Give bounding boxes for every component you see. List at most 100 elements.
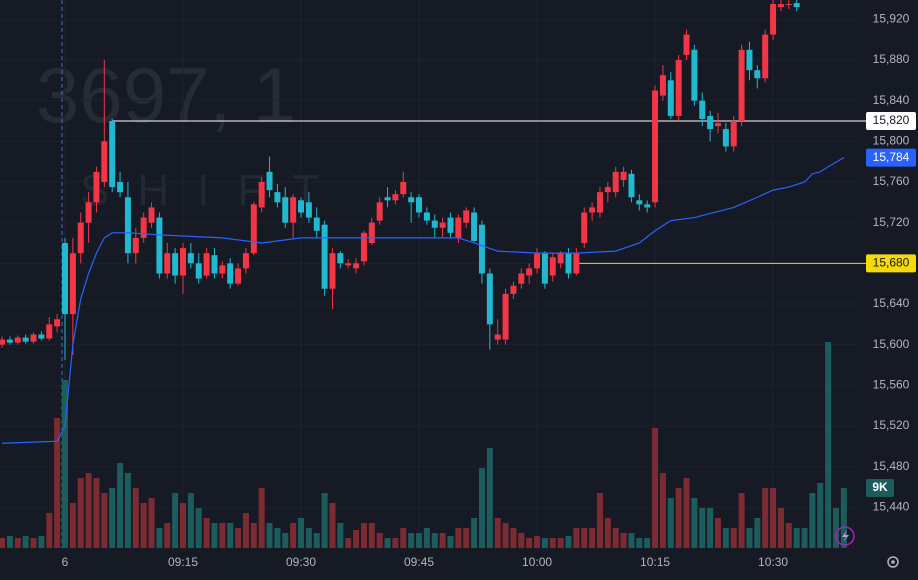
candle-body (644, 204, 651, 208)
candle-body (510, 285, 517, 294)
volume-bar (825, 342, 832, 548)
level-label: 15,680 (873, 255, 910, 269)
volume-bar (589, 528, 596, 548)
volume-bar (541, 538, 548, 548)
volume-bar (282, 533, 289, 548)
volume-bar (557, 538, 564, 548)
candle-body (636, 200, 643, 205)
volume-bar (840, 488, 847, 548)
volume-bar (266, 523, 273, 548)
volume-bar (235, 528, 242, 548)
candle-body (431, 220, 438, 228)
candle-body (762, 34, 769, 79)
volume-bar (203, 518, 210, 548)
candle-body (573, 253, 580, 274)
candle-body (164, 253, 171, 274)
candle-body (6, 339, 13, 343)
candle-body (132, 237, 139, 254)
volume-bar (156, 528, 163, 548)
volume-bar (809, 493, 816, 548)
volume-bar (636, 538, 643, 548)
candle-body (471, 212, 478, 241)
candle-body (290, 197, 297, 223)
y-tick-label: 15,800 (873, 133, 910, 147)
candle-body (557, 253, 564, 264)
volume-bar (101, 493, 108, 548)
volume-bar (109, 488, 116, 548)
level-label-box (866, 254, 916, 273)
volume-bar (132, 488, 139, 548)
candle-body (179, 248, 186, 276)
candle-body (565, 253, 572, 274)
settings-button[interactable] (887, 556, 899, 568)
candle-body (596, 192, 603, 213)
volume-bar (518, 533, 525, 548)
volume-bar (534, 536, 541, 548)
volume-bar (61, 380, 68, 548)
candle-body (667, 80, 674, 116)
volume-bar (69, 503, 76, 548)
volume-label-box (866, 479, 894, 497)
candle-body (124, 197, 131, 254)
volume-bar (305, 528, 312, 548)
candle-body (770, 4, 777, 35)
x-tick-label: 09:30 (286, 555, 316, 569)
axes: 15,440 15,480 15,520 15,560 15,600 15,640 15,6… (62, 11, 916, 569)
volume-bar (85, 473, 92, 548)
volume (0, 342, 847, 548)
candle-body (30, 334, 37, 342)
volume-bar (54, 418, 61, 548)
candle-body (620, 171, 627, 180)
volume-bar (801, 528, 808, 548)
candle-body (754, 70, 761, 79)
candle-body (416, 197, 423, 213)
candle-body (61, 242, 68, 315)
volume-bar (785, 523, 792, 548)
volume-bar (38, 536, 45, 548)
volume-bar (612, 528, 619, 548)
y-tick-label: 15,840 (873, 93, 910, 107)
candle-body (321, 224, 328, 289)
volume-bar (494, 518, 501, 548)
candle-body (274, 192, 281, 203)
volume-bar (581, 528, 588, 548)
volume-bar (172, 493, 179, 548)
candle-body (242, 253, 249, 269)
candle-body (730, 120, 737, 147)
volume-bar (510, 528, 517, 548)
y-tick-label: 15,640 (873, 296, 910, 310)
volume-bar (117, 463, 124, 548)
candle-body (38, 334, 45, 339)
watermark: 3697, 1 (36, 51, 296, 139)
volume-bar (699, 508, 706, 548)
volume-bar (683, 478, 690, 548)
candle-body (368, 222, 375, 243)
candle-body (117, 181, 124, 193)
candle-body (313, 217, 320, 231)
candle-body (541, 253, 548, 284)
volume-bar (353, 530, 360, 548)
volume-bar (691, 498, 698, 548)
volume-bar (730, 528, 737, 548)
candle-body (612, 171, 619, 193)
volume-bar (360, 523, 367, 548)
volume-bar (313, 533, 320, 548)
lightning-button[interactable] (835, 526, 855, 546)
volume-bar (46, 513, 53, 548)
candle-body (329, 253, 336, 289)
candle-body (109, 120, 116, 188)
x-tick-label: 10:00 (522, 555, 552, 569)
candle-body (384, 197, 391, 201)
volume-bar (392, 538, 399, 548)
candle-body (683, 34, 690, 55)
volume-bar (762, 488, 769, 548)
volume-bar (431, 533, 438, 548)
y-tick-label: 15,920 (873, 11, 910, 25)
candle-body (187, 253, 194, 264)
volume-bar (164, 523, 171, 548)
volume-bar (384, 538, 391, 548)
candle-body (746, 49, 753, 71)
candle-body (793, 3, 800, 8)
candle-body (526, 268, 533, 276)
